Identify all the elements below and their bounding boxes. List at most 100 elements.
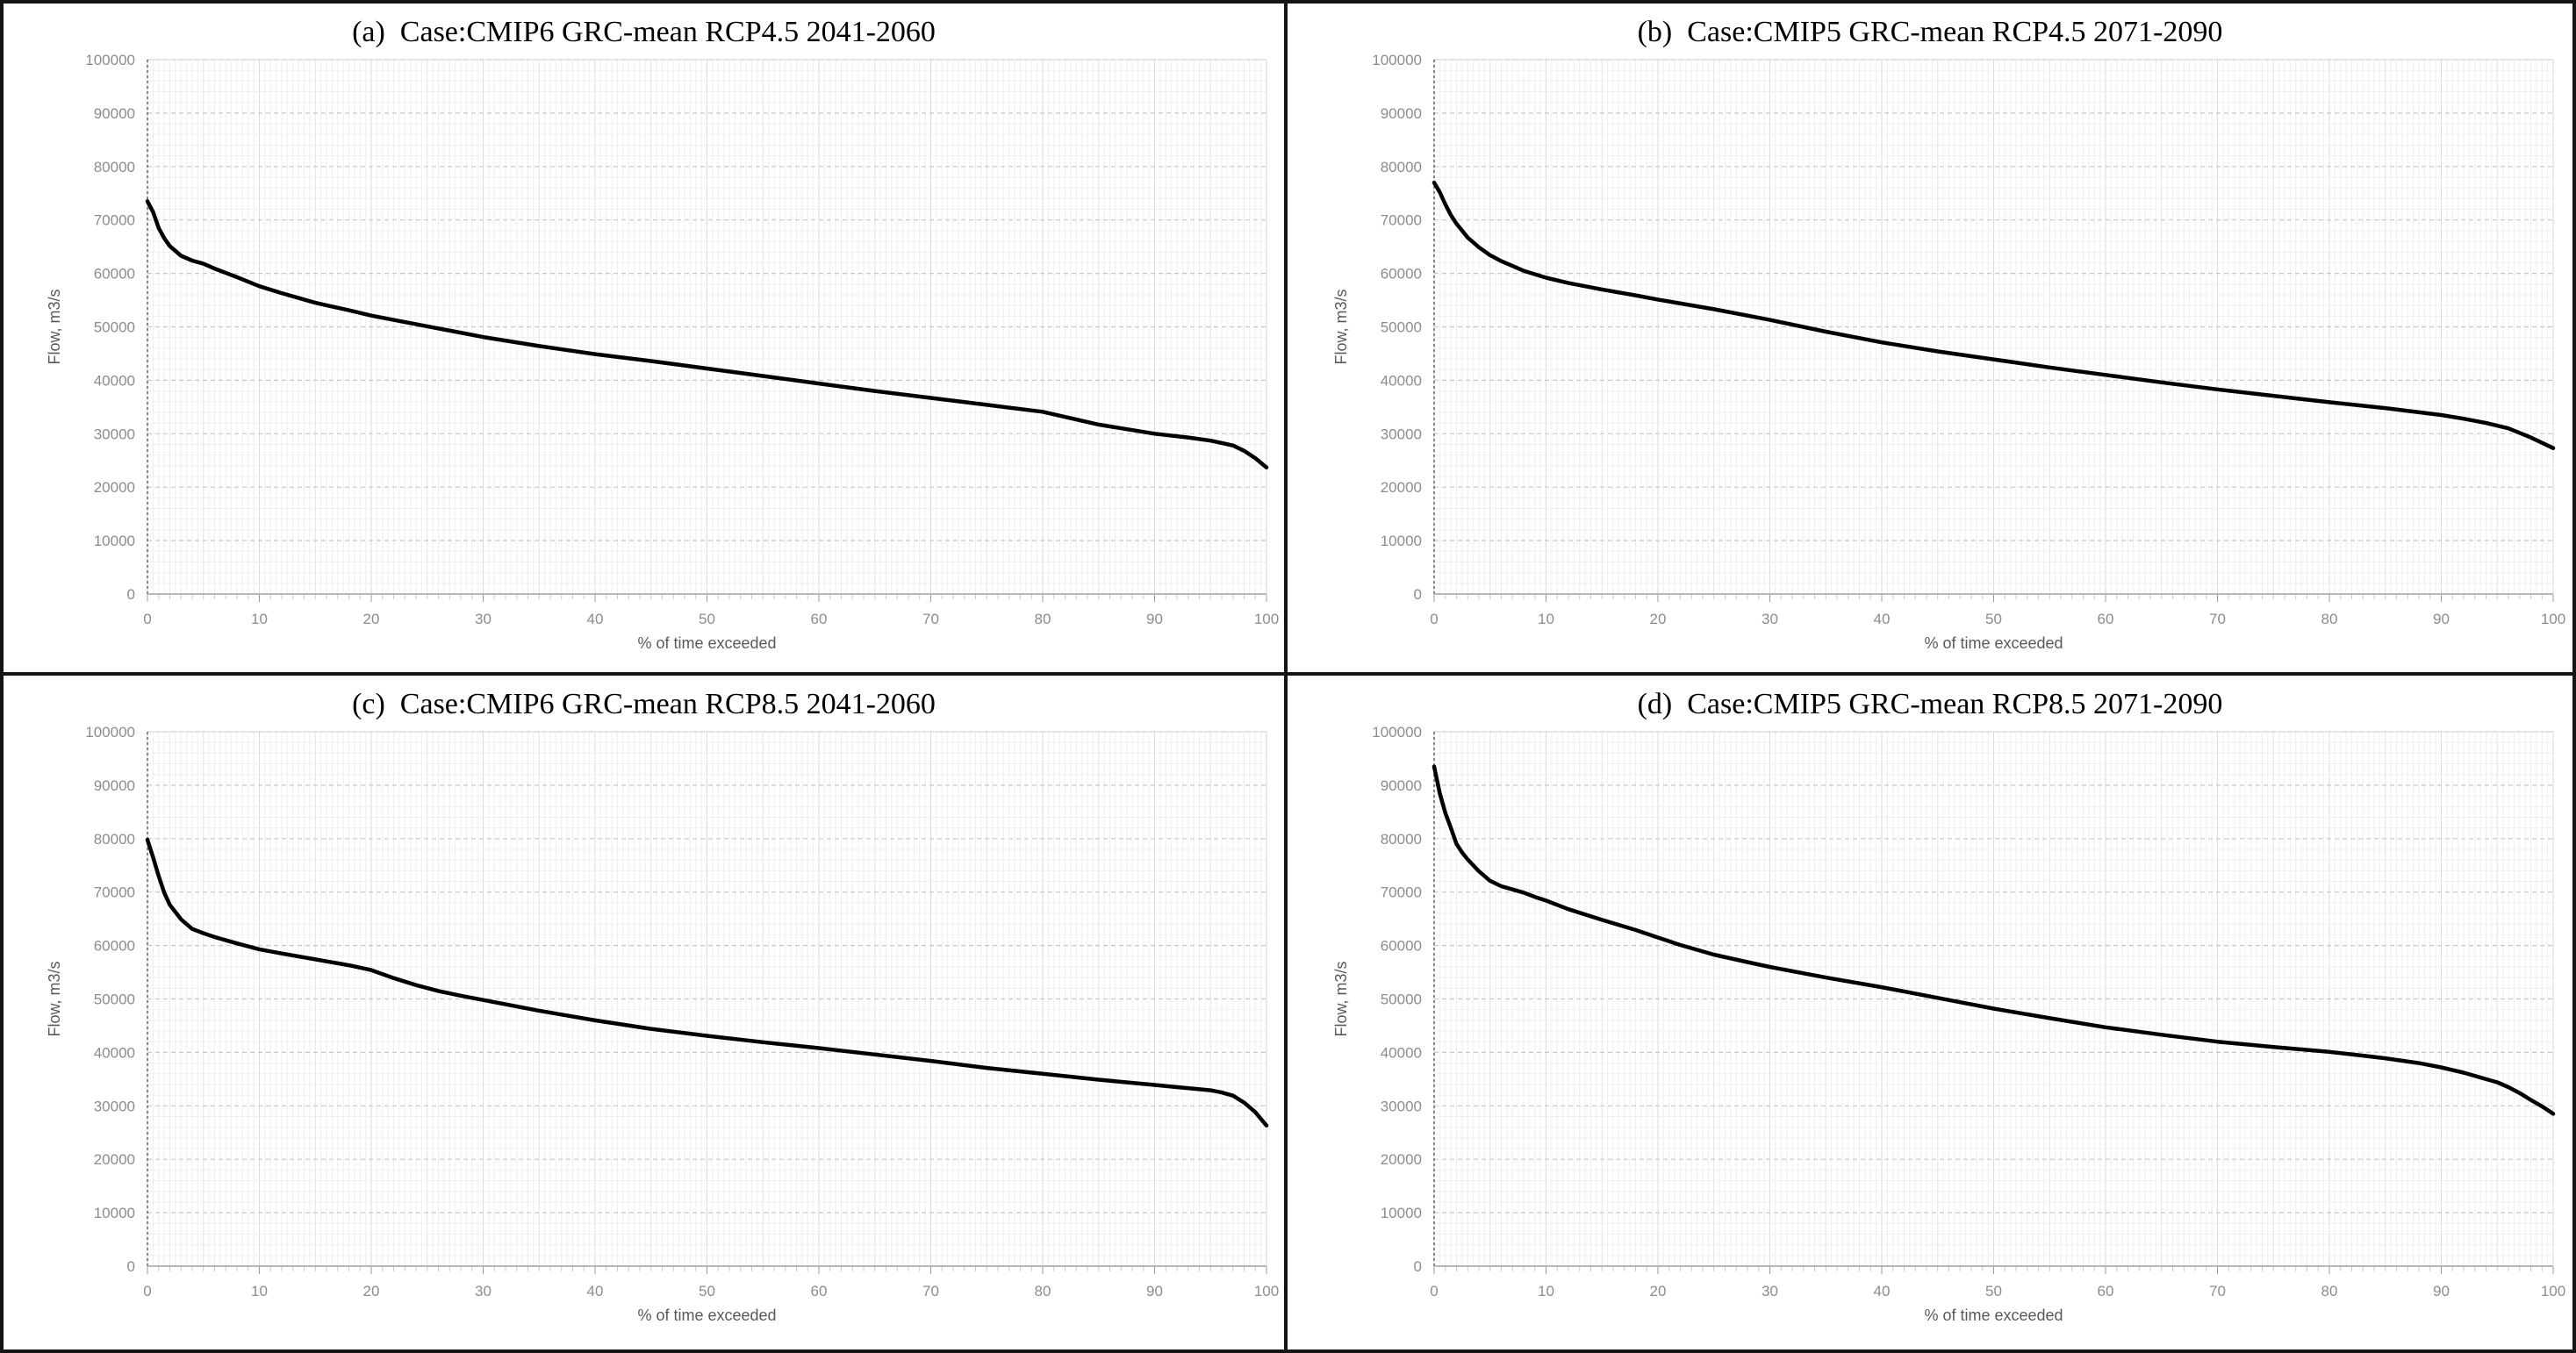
svg-text:50: 50 [1985, 611, 2002, 627]
svg-text:50000: 50000 [94, 991, 135, 1008]
svg-text:90: 90 [1146, 611, 1163, 627]
svg-text:10: 10 [251, 611, 268, 627]
svg-text:30: 30 [1762, 1283, 1778, 1299]
svg-text:70: 70 [2209, 1283, 2226, 1299]
svg-text:70000: 70000 [94, 212, 135, 229]
svg-text:90: 90 [2433, 611, 2450, 627]
chart-svg: 1000009000080000700006000050000400003000… [46, 52, 1279, 652]
panel-b-chart: 100000 90000 80000 70000 60000 50000 40000 3000… [1292, 49, 2569, 659]
svg-text:100: 100 [2540, 1283, 2565, 1299]
svg-text:40: 40 [587, 1283, 604, 1299]
flow-duration-curve [1432, 764, 2555, 1116]
svg-text:30: 30 [475, 611, 492, 627]
svg-text:100000: 100000 [85, 724, 135, 741]
svg-text:0: 0 [127, 586, 135, 603]
svg-text:90000: 90000 [1380, 777, 1421, 794]
chart-svg: 100000 90000 80000 70000 60000 50000 40000 3000… [1332, 52, 2565, 652]
y-axis-title: Flow, m3/s [1332, 290, 1350, 365]
svg-text:80: 80 [1035, 611, 1051, 627]
svg-text:0: 0 [1430, 1283, 1438, 1299]
svg-text:80: 80 [1035, 1283, 1051, 1299]
svg-text:80000: 80000 [94, 831, 135, 848]
svg-text:10000: 10000 [1380, 1205, 1421, 1221]
svg-text:50: 50 [1985, 1283, 2002, 1299]
svg-text:60000: 60000 [94, 938, 135, 955]
svg-text:100000: 100000 [1372, 724, 1422, 741]
svg-text:80000: 80000 [1380, 159, 1421, 175]
panel-c-title: (c) Case:CMIP6 GRC-mean RCP8.5 2041-2060 [352, 688, 936, 720]
svg-text:0: 0 [143, 611, 151, 627]
y-axis-title: Flow, m3/s [1332, 962, 1350, 1037]
svg-text:50: 50 [699, 611, 715, 627]
svg-text:20: 20 [1649, 611, 1666, 627]
svg-text:70: 70 [922, 611, 939, 627]
svg-text:100: 100 [1254, 1283, 1279, 1299]
svg-text:0: 0 [1413, 1258, 1421, 1275]
svg-text:40000: 40000 [94, 372, 135, 389]
svg-text:100000: 100000 [1372, 52, 1422, 68]
svg-text:60000: 60000 [1380, 266, 1421, 283]
svg-text:100: 100 [2540, 611, 2565, 627]
svg-text:70000: 70000 [1380, 884, 1421, 901]
panel-c-chart: 100000 90000 80000 70000 60000 50000 40000 3000… [5, 721, 1282, 1331]
panel-b: (b) Case:CMIP5 GRC-mean RCP4.5 2071-2090… [1288, 4, 2572, 676]
panel-c: (c) Case:CMIP6 GRC-mean RCP8.5 2041-2060… [4, 676, 1288, 1349]
svg-text:70: 70 [2209, 611, 2226, 627]
svg-text:60000: 60000 [94, 266, 135, 283]
x-axis-title: % of time exceeded [637, 634, 776, 652]
chart-svg: 1000009000080000700006000050000400003000… [46, 724, 1279, 1324]
svg-text:30000: 30000 [94, 1098, 135, 1114]
svg-text:60: 60 [2097, 1283, 2113, 1299]
flow-duration-curve [145, 837, 1269, 1128]
svg-text:40000: 40000 [94, 1044, 135, 1061]
panel-a-title: (a) Case:CMIP6 GRC-mean RCP4.5 2041-2060 [352, 16, 936, 48]
panel-a: (a) Case:CMIP6 GRC-mean RCP4.5 2041-2060… [4, 4, 1288, 676]
svg-text:30000: 30000 [1380, 426, 1421, 442]
svg-text:40000: 40000 [1380, 1044, 1421, 1061]
svg-text:100: 100 [1254, 611, 1279, 627]
svg-text:60: 60 [2097, 611, 2113, 627]
svg-text:50000: 50000 [1380, 319, 1421, 336]
svg-text:60: 60 [811, 611, 828, 627]
svg-text:20000: 20000 [94, 1151, 135, 1168]
svg-text:30: 30 [1762, 611, 1778, 627]
svg-text:20000: 20000 [1380, 479, 1421, 496]
svg-text:0: 0 [127, 1258, 135, 1275]
svg-text:10: 10 [251, 1283, 268, 1299]
svg-text:0: 0 [1430, 611, 1438, 627]
svg-text:80: 80 [2321, 1283, 2337, 1299]
panel-d: (d) Case:CMIP5 GRC-mean RCP8.5 2071-2090… [1288, 676, 2572, 1349]
svg-text:90: 90 [1146, 1283, 1163, 1299]
svg-text:40000: 40000 [1380, 372, 1421, 389]
svg-text:0: 0 [143, 1283, 151, 1299]
svg-text:100000: 100000 [85, 52, 135, 68]
svg-text:90000: 90000 [1380, 105, 1421, 122]
svg-text:70000: 70000 [1380, 212, 1421, 229]
svg-text:10000: 10000 [94, 533, 135, 549]
panel-a-chart: 100000 90000 80000 70000 60000 50000 40000 3000… [5, 49, 1282, 659]
svg-text:30000: 30000 [94, 426, 135, 442]
svg-text:50000: 50000 [94, 319, 135, 336]
panel-d-chart: 100000 90000 80000 70000 60000 50000 40000 3000… [1292, 721, 2569, 1331]
flow-duration-curve [1432, 180, 2555, 451]
svg-text:90000: 90000 [94, 777, 135, 794]
svg-text:20: 20 [363, 1283, 380, 1299]
svg-text:40: 40 [1873, 611, 1890, 627]
y-axis-title: Flow, m3/s [46, 290, 63, 365]
svg-text:40: 40 [1873, 1283, 1890, 1299]
svg-text:80: 80 [2321, 611, 2337, 627]
svg-text:30000: 30000 [1380, 1098, 1421, 1114]
svg-text:10: 10 [1538, 1283, 1554, 1299]
x-axis-title: % of time exceeded [1924, 634, 2063, 652]
svg-text:50000: 50000 [1380, 991, 1421, 1008]
svg-text:70000: 70000 [94, 884, 135, 901]
panel-b-title: (b) Case:CMIP5 GRC-mean RCP4.5 2071-2090 [1637, 16, 2223, 48]
x-axis-title: % of time exceeded [637, 1306, 776, 1324]
svg-text:20: 20 [1649, 1283, 1666, 1299]
x-axis-title: % of time exceeded [1924, 1306, 2063, 1324]
svg-text:80000: 80000 [1380, 831, 1421, 848]
chart-svg: 1000009000080000700006000050000400003000… [1332, 724, 2565, 1324]
svg-text:40: 40 [587, 611, 604, 627]
svg-text:30: 30 [475, 1283, 492, 1299]
